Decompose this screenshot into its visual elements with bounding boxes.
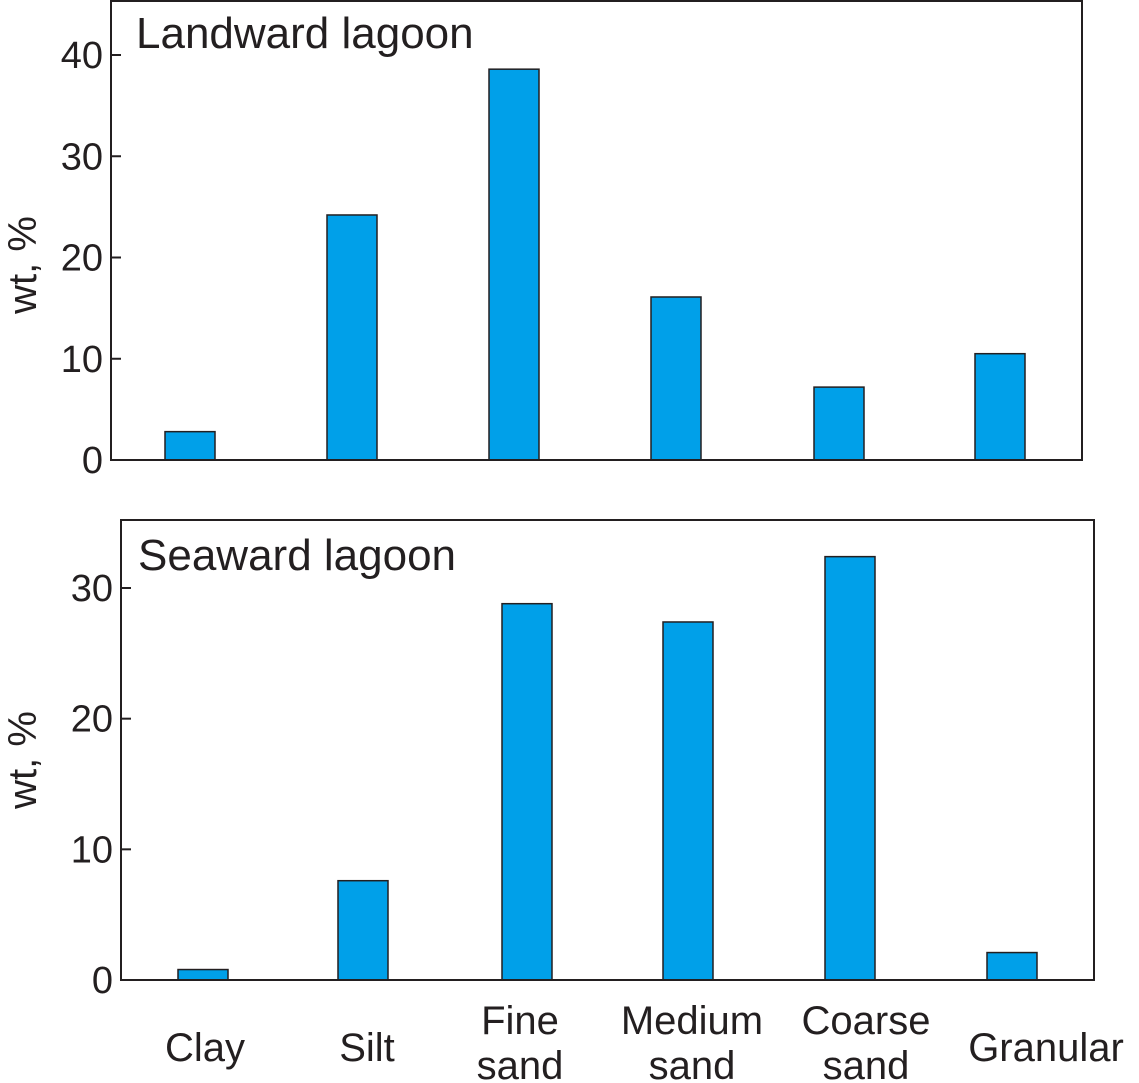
panel-title: Landward lagoon [136, 9, 474, 58]
plot-frame [110, 0, 1083, 461]
plot-frame [120, 519, 1095, 981]
y-axis-label: wt, % [1, 216, 45, 315]
y-tick-label: 40 [61, 35, 103, 77]
y-tick-label: 20 [61, 238, 103, 280]
category-label: Silt [339, 1026, 395, 1070]
bar-coarse-sand [824, 555, 876, 981]
category-label: Fine sand [477, 999, 564, 1083]
y-axis-label: wt, % [1, 711, 45, 810]
y-tick-label: 10 [71, 829, 113, 871]
bar-granular [986, 951, 1038, 981]
category-label: Clay [165, 1026, 245, 1070]
bar-silt [337, 879, 389, 981]
category-label: Granular [968, 1026, 1124, 1070]
bar-clay [164, 430, 216, 461]
bar-coarse-sand [813, 386, 865, 461]
bar-fine-sand [488, 68, 540, 461]
bar-clay [177, 968, 229, 981]
bar-fine-sand [501, 602, 553, 981]
y-tick-label: 30 [71, 568, 113, 610]
bar-silt [326, 214, 378, 461]
y-tick-label: 10 [61, 339, 103, 381]
category-label: Coarse sand [802, 999, 931, 1083]
chart-panel-1: 0 10 20 30 40 Landward lagoon wt, % [1, 0, 1083, 482]
bar-medium-sand [662, 621, 714, 981]
bar-medium-sand [650, 296, 702, 461]
panel-title: Seaward lagoon [138, 531, 456, 580]
category-labels: Clay Silt Fine sand Medium sand Coarse sand Gran… [165, 999, 1124, 1083]
y-tick-label: 30 [61, 136, 103, 178]
chart-panel-2: 0 10 20 30 Seaward lagoon wt, % [1, 519, 1095, 1002]
y-tick-label: 0 [92, 960, 113, 1002]
y-tick-label: 0 [82, 440, 103, 482]
category-label: Medium sand [621, 999, 763, 1083]
bar-granular [974, 352, 1026, 461]
y-tick-label: 20 [71, 699, 113, 741]
